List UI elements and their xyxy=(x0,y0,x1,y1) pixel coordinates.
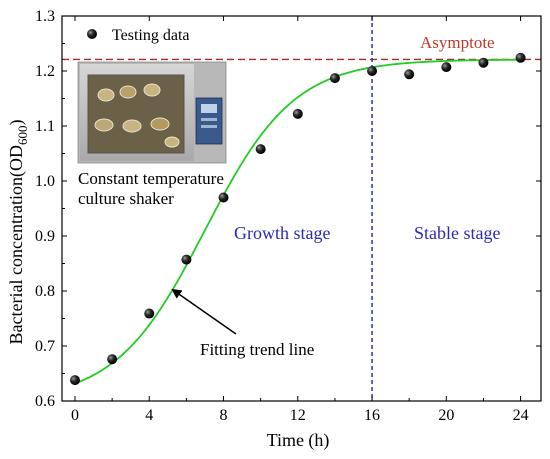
fit-annotation-label: Fitting trend line xyxy=(200,340,314,359)
x-tick-label: 0 xyxy=(71,407,79,424)
reference-lines xyxy=(62,16,541,401)
x-tick-label: 8 xyxy=(220,407,228,424)
y-tick-label: 1.1 xyxy=(35,118,55,135)
data-point-12h xyxy=(292,108,303,119)
data-point-4h xyxy=(144,308,155,319)
y-tick-label: 0.9 xyxy=(35,228,55,245)
data-point-8h xyxy=(218,192,229,203)
x-tick-label: 12 xyxy=(290,407,306,424)
y-tick-label: 0.7 xyxy=(35,338,55,355)
fitting-trend-line-layer xyxy=(74,58,521,385)
x-tick-label: 24 xyxy=(513,407,529,424)
shaker-photo-inset xyxy=(77,61,227,164)
y-axis-title: Bacterial concentration(OD600) xyxy=(6,120,30,345)
y-tick-label: 1.0 xyxy=(35,173,55,190)
legend-label: Testing data xyxy=(112,27,190,44)
y-tick-label: 0.8 xyxy=(35,283,55,300)
data-point-6h xyxy=(181,254,192,265)
fitting-trend-line xyxy=(74,58,521,385)
y-tick-label: 1.2 xyxy=(35,63,55,80)
fit-annotation-arrow xyxy=(171,288,237,335)
data-point-10h xyxy=(255,144,266,155)
y-axis-title-main: Bacterial concentration(OD xyxy=(6,145,27,344)
x-axis-title: Time (h) xyxy=(267,430,330,451)
y-axis-title-subscript: 600 xyxy=(15,126,30,146)
growth-stage-label: Growth stage xyxy=(234,223,330,243)
data-point-20h xyxy=(441,62,452,73)
data-point-16h xyxy=(367,66,378,76)
legend: Testing data xyxy=(87,27,190,44)
y-tick-label: 0.6 xyxy=(35,393,55,410)
data-points-layer xyxy=(69,52,526,386)
y-tick-label: 1.3 xyxy=(35,8,55,25)
flask-icon-group xyxy=(94,83,180,148)
x-tick-label: 4 xyxy=(145,407,153,424)
legend-marker xyxy=(87,29,97,39)
inset-caption-line-1: Constant temperature xyxy=(78,169,224,188)
data-point-24h xyxy=(515,52,526,63)
data-point-2h xyxy=(107,354,118,365)
inset-caption-line-2: culture shaker xyxy=(78,189,174,208)
data-point-18h xyxy=(404,69,415,80)
stable-stage-label: Stable stage xyxy=(414,223,500,243)
data-point-22h xyxy=(478,57,489,68)
x-tick-label: 20 xyxy=(438,407,454,424)
x-tick-label: 16 xyxy=(364,407,380,424)
data-point-14h xyxy=(329,73,340,84)
axes: 0 4 8 12 16 20 24 0.6 0.7 0.8 0.9 1.0 1.1 1.2 1.3 xyxy=(35,8,542,424)
data-point-0h xyxy=(69,375,80,386)
asymptote-label: Asymptote xyxy=(420,33,495,52)
y-axis-title-end: ) xyxy=(6,120,27,126)
